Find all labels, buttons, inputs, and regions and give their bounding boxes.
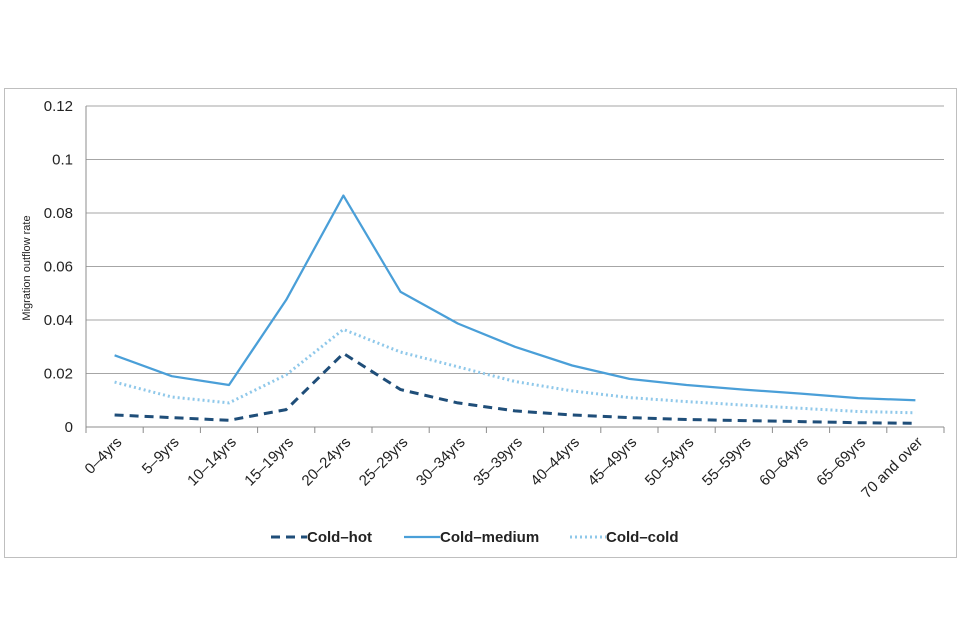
x-tick-label: 25–29yrs: [356, 434, 412, 490]
legend-label: Cold–cold: [606, 529, 679, 546]
x-tick-label: 55–59yrs: [699, 434, 755, 490]
x-tick-label: 15–19yrs: [241, 434, 297, 490]
x-tick-label: 20–24yrs: [299, 434, 355, 490]
legend-label: Cold–hot: [307, 529, 372, 546]
y-tick-label: 0.06: [44, 259, 73, 276]
x-tick-label: 10–14yrs: [184, 434, 240, 490]
x-tick-label: 65–69yrs: [813, 434, 869, 490]
x-axis-ticks: 0–4yrs 5–9yrs 10–14yrs 15–19yrs 20–24yrs 25–2…: [82, 427, 945, 502]
y-axis-title: Migration outflow rate: [21, 215, 33, 320]
x-tick-label: 40–44yrs: [527, 434, 583, 490]
y-tick-label: 0.1: [52, 152, 73, 169]
x-tick-label: 35–39yrs: [470, 434, 526, 490]
series-line-cold-cold: [114, 327, 916, 415]
x-tick-label: 0–4yrs: [82, 434, 126, 478]
y-tick-label: 0.04: [44, 312, 73, 329]
gridlines: [85, 105, 944, 428]
legend-label: Cold–medium: [440, 529, 539, 546]
y-tick-label: 0: [65, 419, 73, 436]
y-axis-ticks: 0 0.02 0.04 0.06 0.08 0.1 0.12: [44, 98, 73, 436]
x-tick-label: 45–49yrs: [585, 434, 641, 490]
legend: Cold–hot Cold–medium Cold–cold: [271, 529, 679, 546]
x-tick-label: 5–9yrs: [139, 434, 183, 478]
series-line-cold-medium: [114, 194, 916, 402]
chart-frame: [4, 88, 957, 558]
series-lines: [114, 194, 916, 425]
y-tick-label: 0.12: [44, 98, 73, 115]
y-tick-label: 0.08: [44, 205, 73, 222]
x-tick-label: 50–54yrs: [642, 434, 698, 490]
y-tick-label: 0.02: [44, 366, 73, 383]
series-line-cold-hot: [114, 351, 916, 425]
x-tick-label: 30–34yrs: [413, 434, 469, 490]
x-tick-label: 60–64yrs: [756, 434, 812, 490]
x-tick-label: 70 and over: [858, 434, 926, 502]
